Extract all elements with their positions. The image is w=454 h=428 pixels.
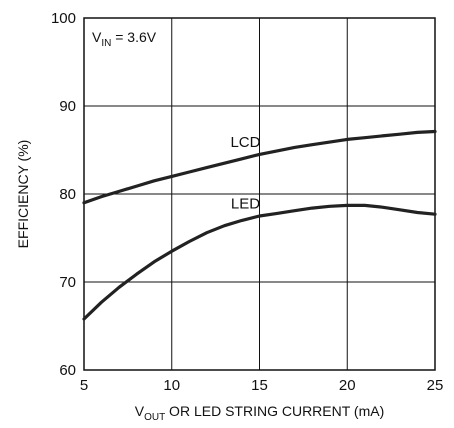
series-label-led: LED — [231, 196, 260, 213]
annotation-subscript: IN — [101, 38, 111, 49]
y-tick-label: 60 — [59, 362, 76, 379]
x-tick-label: 15 — [251, 377, 268, 394]
y-tick-label: 70 — [59, 274, 76, 291]
x-tick-label: 25 — [427, 377, 444, 394]
y-tick-label: 80 — [59, 186, 76, 203]
x-tick-label: 5 — [80, 377, 88, 394]
series-line-lcd — [82, 129, 437, 205]
annotation-prefix: V — [92, 29, 102, 45]
x-axis-title: VOUT OR LED STRING CURRENT (mA) — [135, 403, 385, 423]
vin-annotation: VIN = 3.6V — [92, 29, 157, 49]
y-tick-label: 90 — [59, 98, 76, 115]
x-tick-label: 20 — [339, 377, 356, 394]
tick-labels: 5 10 15 20 25 60 70 80 90 100 — [51, 10, 443, 394]
plot-frame — [83, 17, 436, 371]
y-axis-title: EFFICIENCY (%) — [15, 140, 31, 249]
x-axis-title-subscript: OUT — [144, 412, 165, 423]
y-tick-label: 100 — [51, 10, 76, 27]
series-layer: LCD LED — [82, 129, 437, 321]
x-axis-title-prefix: V — [135, 403, 145, 419]
annotation-value: = 3.6V — [111, 29, 156, 45]
grid — [84, 18, 435, 370]
annotation-background — [88, 26, 161, 52]
series-line-led — [82, 203, 437, 321]
series-label-lcd: LCD — [230, 134, 260, 151]
x-tick-label: 10 — [163, 377, 180, 394]
x-axis-title-rest: OR LED STRING CURRENT (mA) — [165, 403, 384, 419]
